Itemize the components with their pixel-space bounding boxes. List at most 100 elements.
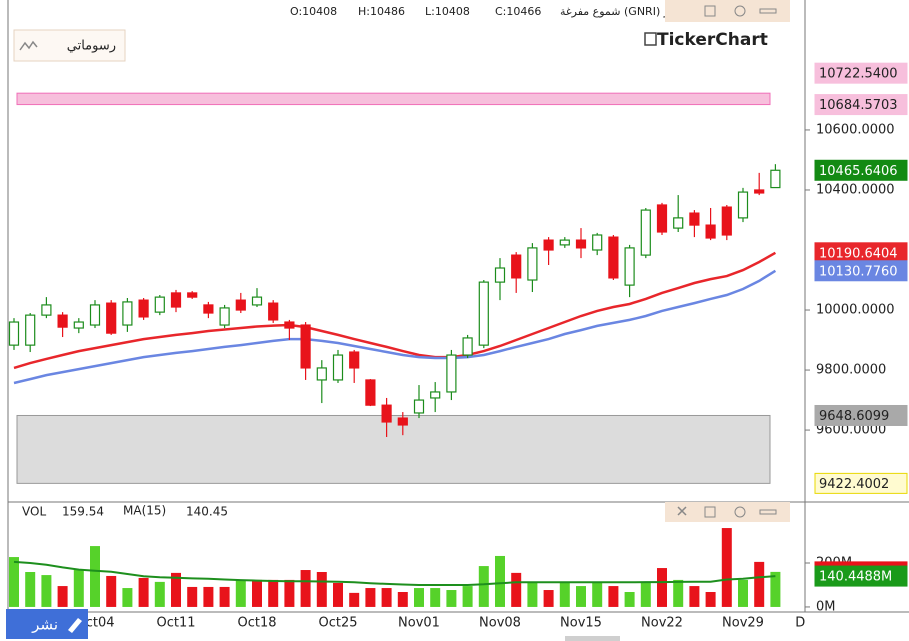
price-tag-label: 10465.6406: [819, 164, 898, 179]
volume-bar: [138, 577, 149, 607]
settings[interactable]: [734, 5, 746, 17]
maximize[interactable]: [704, 506, 716, 518]
volume-bar: [122, 588, 133, 607]
candle-body: [527, 247, 538, 281]
logo: TickerChart: [657, 30, 768, 50]
candle-body: [397, 417, 408, 426]
candle-body: [268, 302, 279, 321]
x-tick-label: Nov08: [479, 616, 521, 631]
volume-bar: [511, 572, 522, 607]
candle-body: [721, 206, 732, 236]
price-tag-label: 10684.5703: [819, 98, 898, 113]
x-tick-label: Oct25: [318, 616, 357, 631]
candle-body: [106, 302, 117, 334]
menu[interactable]: [759, 509, 777, 515]
volume-bar: [543, 590, 554, 607]
candle-body: [737, 191, 749, 219]
zigzag-icon: [19, 40, 38, 51]
volume-bar: [689, 586, 700, 607]
volume-bar: [608, 586, 619, 607]
candle-body: [494, 267, 506, 283]
candle-body: [543, 239, 554, 251]
volume-bar: [300, 570, 311, 607]
button-label[interactable]: رسوماتي: [67, 39, 116, 54]
y-tick-label: 9800.0000: [816, 363, 886, 378]
button-label[interactable]: نشر: [31, 616, 58, 634]
window-controls-volume[interactable]: [665, 502, 790, 522]
volume-bar: [349, 592, 360, 607]
price-tag-label: 9648.6099: [819, 409, 889, 424]
volume-bar: [90, 546, 100, 607]
candle-body: [89, 304, 101, 326]
volume-bar: [41, 575, 52, 607]
volume-bar: [705, 592, 716, 607]
candle-body: [316, 367, 327, 381]
candle-body: [122, 301, 133, 326]
candle-body: [413, 399, 425, 414]
candle-body: [300, 324, 311, 369]
price-tag: [814, 159, 908, 181]
candle-body: [251, 296, 263, 306]
x-tick-label: Nov22: [641, 616, 683, 631]
volume-bar: [333, 582, 343, 607]
price-tag-label: 140.4488M: [819, 570, 892, 585]
y-tick-label: 0M: [816, 599, 836, 614]
candle-body: [381, 404, 392, 423]
candle-body: [624, 247, 635, 286]
volume-bar: [592, 582, 603, 607]
candle-body: [332, 354, 344, 381]
level-zone: [16, 92, 771, 106]
candle-body: [705, 224, 716, 239]
volume-bar: [640, 582, 651, 607]
volume-bar: [203, 586, 214, 607]
logo-icon: [644, 32, 657, 46]
candle-body: [608, 236, 619, 279]
volume-bar: [721, 528, 732, 607]
x-tick-label: Oct11: [156, 616, 195, 631]
candle-body: [462, 337, 473, 356]
candle-body: [57, 314, 68, 328]
volume-bar: [770, 571, 781, 607]
candle-body: [770, 169, 781, 189]
volume-bar: [57, 586, 68, 607]
window-controls[interactable]: [665, 0, 790, 22]
level-zone: [16, 414, 771, 484]
candle-body: [511, 254, 522, 279]
candle-body: [25, 314, 36, 346]
scroll-handle[interactable]: [565, 636, 620, 641]
x-tick-label: Nov01: [398, 616, 440, 631]
close[interactable]: [677, 506, 687, 516]
candle-body: [656, 204, 668, 233]
publish-button[interactable]: نشر: [6, 609, 88, 639]
volume-bar: [154, 581, 165, 607]
candle-body: [8, 321, 20, 346]
y-tick-label: 10600.0000: [816, 122, 895, 137]
volume-bar: [624, 592, 635, 607]
candle-body: [235, 299, 246, 311]
volume-bar: [446, 590, 457, 607]
menu[interactable]: [759, 8, 777, 14]
price-tag-label: 10190.6404: [819, 246, 898, 261]
settings[interactable]: [734, 506, 746, 518]
volume-bar: [219, 586, 230, 607]
ohlc-high: H:10486: [358, 5, 405, 18]
x-tick-label: Nov29: [722, 616, 764, 631]
price-tag: [814, 404, 908, 426]
volume-ma-value: 140.45: [186, 505, 228, 519]
volume-bar: [414, 588, 424, 607]
volume-ma-name: MA(15): [123, 504, 166, 518]
volume-bar: [381, 588, 392, 607]
button-frame[interactable]: [13, 29, 126, 62]
volume-bar: [462, 586, 473, 607]
price-tag: [814, 565, 908, 587]
candle-body: [754, 189, 765, 194]
candle-body: [187, 292, 198, 298]
volume-bar: [187, 586, 198, 607]
volume-bar: [430, 588, 441, 607]
y-tick-label: 9600.0000: [816, 423, 886, 438]
volume-bar: [754, 561, 765, 607]
drawings-button[interactable]: رسوماتي: [13, 29, 126, 62]
maximize[interactable]: [704, 5, 716, 17]
volume-bar: [478, 566, 489, 607]
